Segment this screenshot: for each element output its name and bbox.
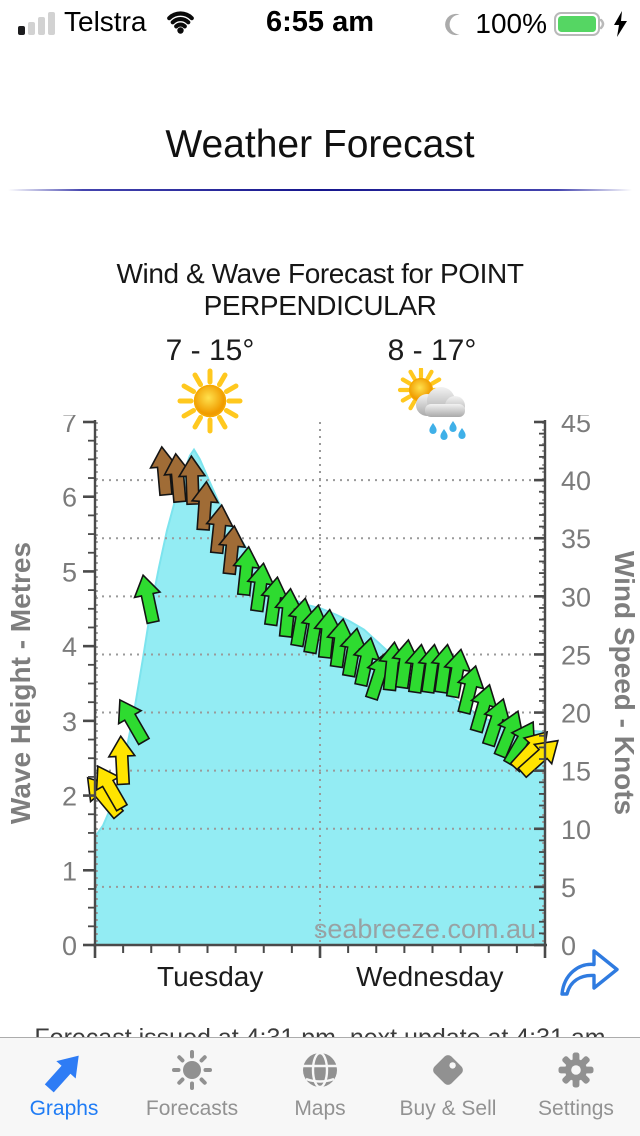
battery-icon (554, 12, 605, 36)
wifi-icon (167, 11, 194, 34)
day2-temperature-block: 8 - 17° (352, 334, 512, 445)
tab-forecasts[interactable]: Forecasts (128, 1038, 256, 1136)
tab-maps-label: Maps (294, 1097, 346, 1120)
maps-globe-icon (303, 1051, 337, 1089)
day1-temp-range: 7 - 15° (165, 334, 255, 367)
share-forward-button[interactable] (552, 942, 628, 1000)
left-axis-title: Wave Height - Metres (5, 542, 36, 824)
wind-arrow (217, 524, 247, 576)
day2-temp-range: 8 - 17° (387, 334, 477, 367)
forecast-issued-note: Forecast issued at 4:31 pm, next update … (0, 1024, 640, 1037)
forecast-location-subtitle: Wind & Wave Forecast for POINT PERPENDIC… (116, 258, 524, 321)
battery-percent-label: 100% (475, 8, 547, 39)
chart-text: 25 (561, 640, 591, 670)
chart-text: 45 (561, 415, 591, 438)
chart-text: 2 (62, 782, 77, 812)
wind-arrow (133, 573, 162, 625)
chart-text: 15 (561, 757, 591, 787)
chart-text: 35 (561, 524, 591, 554)
charging-bolt-icon (614, 11, 627, 37)
chart-text: 5 (561, 873, 576, 903)
graphs-arrow-icon (44, 1055, 79, 1093)
wind-arrow (190, 480, 220, 531)
chart-text: 1 (62, 856, 77, 886)
chart-text: 40 (561, 466, 591, 496)
sunny-icon (177, 368, 243, 434)
chart-text: 6 (62, 483, 77, 513)
carrier-label: Telstra (64, 6, 147, 37)
chart-text: 10 (561, 815, 591, 845)
sun-showers-icon (397, 366, 466, 440)
chart-text: 20 (561, 699, 591, 729)
tab-forecasts-label: Forecasts (145, 1097, 239, 1120)
tab-buy-sell-label: Buy & Sell (399, 1097, 497, 1120)
status-bar: Telstra 6:55 am 100% (0, 0, 640, 45)
tab-buy-sell[interactable]: Buy & Sell (384, 1038, 512, 1136)
chart-text: 0 (62, 931, 77, 961)
page-title: Weather Forecast (165, 123, 475, 166)
wind-arrow (456, 664, 485, 716)
wind-arrow (117, 698, 151, 746)
x-axis-day-label: Tuesday (157, 961, 263, 992)
day1-temperature-block: 7 - 15° (130, 334, 290, 439)
tab-settings-label: Settings (538, 1097, 614, 1120)
tab-maps[interactable]: Maps (256, 1038, 384, 1136)
wind-arrow (517, 739, 559, 779)
wind-arrow (107, 734, 137, 786)
settings-gear-icon (558, 1052, 594, 1088)
chart-text: 3 (62, 707, 77, 737)
wind-arrow (205, 503, 234, 555)
do-not-disturb-moon-icon (445, 13, 460, 35)
signal-strength-icon (18, 12, 55, 35)
watermark: seabreeze.com.au (314, 914, 536, 944)
x-axis-day-label: Wednesday (356, 961, 503, 992)
chart-text: 4 (62, 632, 77, 662)
tab-graphs-label: Graphs (29, 1097, 99, 1120)
tab-settings[interactable]: Settings (512, 1038, 640, 1136)
title-divider (8, 189, 632, 191)
right-axis-title: Wind Speed - Knots (609, 551, 640, 815)
chart-text: 5 (62, 557, 77, 587)
chart-text: 30 (561, 582, 591, 612)
tab-graphs[interactable]: Graphs (0, 1038, 128, 1136)
forecasts-sun-icon (172, 1050, 212, 1090)
tab-bar: Graphs Forecasts Maps (0, 1037, 640, 1136)
share-arrow-icon (560, 949, 619, 996)
chart-text: 7 (62, 415, 77, 438)
chart-text: 0 (561, 931, 576, 961)
price-tag-icon (433, 1055, 463, 1085)
